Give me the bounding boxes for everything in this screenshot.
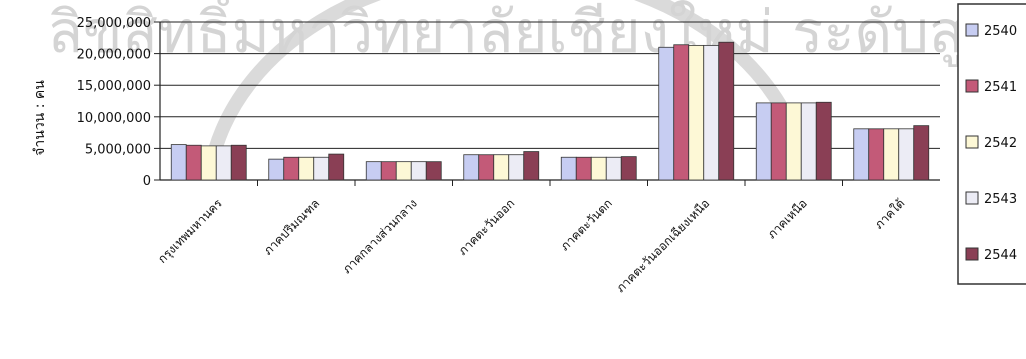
bar [425, 161, 442, 181]
legend-label: 2543 [984, 192, 1017, 207]
category-label: ภาคตะวันออกเฉียงเหนือ [613, 196, 712, 295]
legend: 2540 2541 2542 2543 2544 [957, 3, 1026, 285]
category-label: ภาคปริมณฑล [261, 196, 323, 258]
bar [508, 154, 525, 181]
bar [478, 154, 495, 181]
bar [200, 145, 217, 181]
bar [328, 153, 345, 181]
watermark: ลิขสิทธิ์มหาวิทยาลัยเชียงใหม่ ระดับสูง [47, 0, 993, 153]
bars [170, 41, 930, 181]
bar [883, 128, 900, 181]
bar [770, 102, 787, 181]
bar [215, 145, 232, 181]
watermark-arc [208, 0, 807, 153]
y-tick-label: 15,000,000 [77, 79, 151, 94]
bar [410, 161, 427, 181]
bar [868, 128, 885, 181]
category-label: กรุงเทพมหานคร [155, 196, 226, 267]
bar [620, 156, 637, 181]
legend-swatch [965, 247, 979, 261]
bar [493, 154, 510, 181]
category-label: ภาคตะวันออก [455, 196, 517, 258]
bar [283, 156, 300, 181]
y-tick-label: 5,000,000 [85, 142, 151, 157]
legend-swatch [965, 23, 979, 37]
bar [853, 128, 870, 181]
legend-label: 2544 [984, 248, 1017, 263]
bar [605, 156, 622, 181]
watermark-text: ลิขสิทธิ์มหาวิทยาลัยเชียงใหม่ ระดับสูง [47, 0, 992, 67]
bar [658, 46, 675, 181]
legend-swatch [965, 135, 979, 149]
bar [230, 144, 247, 181]
bar [170, 144, 187, 181]
bar [560, 156, 577, 181]
bar [575, 156, 592, 181]
bar [913, 125, 930, 181]
category-label: ภาคเหนือ [765, 196, 810, 241]
category-label: ภาคใต้ [872, 196, 908, 232]
category-labels: กรุงเทพมหานคร ภาคปริมณฑล ภาคกลางส่วนกลาง ภา… [155, 196, 907, 295]
bar [365, 161, 382, 181]
bar [298, 156, 315, 181]
bar [718, 41, 735, 181]
y-tick-label: 20,000,000 [77, 48, 151, 63]
bar [463, 154, 480, 181]
bar [815, 101, 832, 181]
category-label: ภาคตะวันตก [558, 196, 615, 253]
y-axis-label: จำนวน : คน [32, 80, 48, 156]
y-tick-label: 10,000,000 [77, 111, 151, 126]
bar [673, 44, 690, 181]
bar [380, 161, 397, 181]
bar [688, 44, 705, 181]
legend-label: 2540 [984, 24, 1017, 39]
y-tick-label: 0 [143, 174, 151, 189]
bar [590, 156, 607, 181]
category-label: ภาคกลางส่วนกลาง [340, 196, 420, 276]
bar [755, 102, 772, 181]
bar [785, 102, 802, 181]
bar [268, 158, 285, 181]
legend-label: 2541 [984, 80, 1017, 95]
legend-swatch [965, 79, 979, 93]
bar [185, 144, 202, 181]
bar [395, 161, 412, 181]
legend-swatch [965, 191, 979, 205]
y-tick-labels: 0 5,000,000 10,000,000 15,000,000 20,000,000… [77, 16, 151, 189]
y-tick-label: 25,000,000 [77, 16, 151, 31]
bar [523, 151, 540, 181]
bar [800, 102, 817, 181]
bar [898, 128, 915, 181]
legend-label: 2542 [984, 136, 1017, 151]
bar [703, 44, 720, 181]
bar [313, 156, 330, 181]
